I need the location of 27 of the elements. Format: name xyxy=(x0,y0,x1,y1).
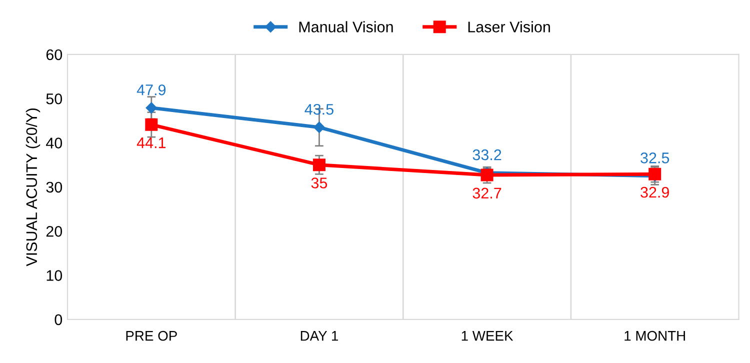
legend-label: Laser Vision xyxy=(468,21,550,32)
legend-label: Manual Vision xyxy=(299,21,393,32)
data-label: 32.7 xyxy=(472,188,502,199)
x-tick-label: 1 MONTH xyxy=(624,330,685,341)
point xyxy=(480,168,494,182)
data-label: 44.1 xyxy=(136,138,166,148)
point xyxy=(314,122,325,133)
x-tick-label: 1 WEEK xyxy=(462,331,514,341)
point xyxy=(145,118,158,131)
y-tick-label: 20 xyxy=(46,226,62,237)
y-tick-label: 0 xyxy=(54,314,62,326)
y-tick-label: 50 xyxy=(46,93,62,104)
y-axis-title: VISUAL ACUITY (20/Y) xyxy=(26,108,40,266)
y-tick-label: 10 xyxy=(46,270,62,281)
data-label: 35 xyxy=(311,178,328,188)
point xyxy=(312,158,326,172)
data-label: 43.5 xyxy=(304,104,334,115)
x-tick-label: DAY 1 xyxy=(300,331,338,341)
data-label: 47.9 xyxy=(136,84,166,96)
data-label: 32.5 xyxy=(640,152,670,164)
data-label: 33.2 xyxy=(472,149,502,160)
x-tick-label: PRE OP xyxy=(126,330,177,341)
data-label: 32.9 xyxy=(640,186,669,198)
point xyxy=(146,102,158,114)
y-tick-label: 30 xyxy=(46,182,62,193)
y-tick-label: 60 xyxy=(46,49,62,60)
y-tick-label: 40 xyxy=(46,138,62,148)
